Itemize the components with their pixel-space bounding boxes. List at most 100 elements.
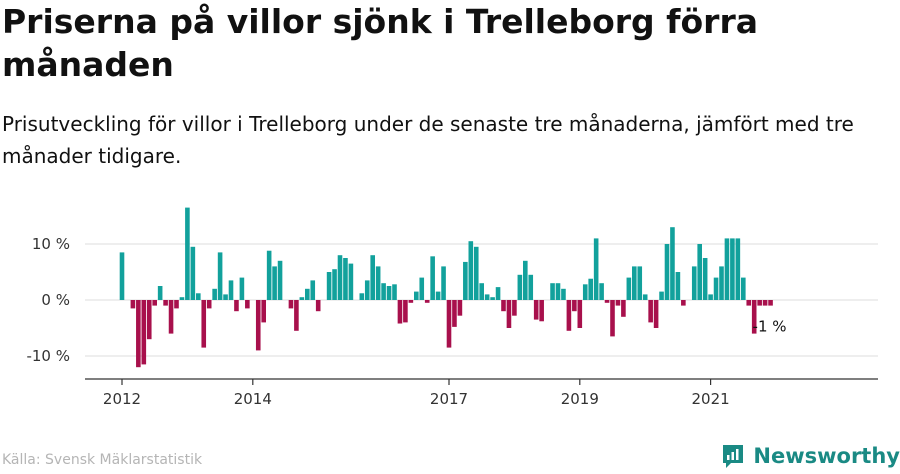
bar: [457, 300, 463, 316]
bar: [751, 300, 757, 334]
bar: [604, 300, 610, 303]
bar: [364, 280, 370, 300]
bar: [577, 300, 583, 328]
bar: [572, 300, 577, 312]
bar: [566, 300, 572, 331]
newsworthy-icon: [723, 445, 744, 468]
bar: [375, 266, 381, 300]
bar: [326, 272, 332, 300]
bar: [659, 291, 664, 300]
chart-subtitle: Prisutveckling för villor i Trelleborg u…: [2, 112, 854, 168]
chart-title: Priserna på villor sjönk i Trelleborg fö…: [2, 2, 759, 84]
bar: [332, 269, 337, 300]
bar: [310, 280, 316, 300]
x-tick-label: 2017: [430, 390, 468, 408]
bar: [533, 300, 539, 320]
bar: [119, 252, 125, 300]
bar: [675, 272, 681, 300]
bar: [179, 297, 185, 300]
bar: [190, 246, 196, 300]
x-tick-label: 2012: [103, 390, 141, 408]
bar: [495, 287, 501, 300]
bar: [610, 300, 615, 337]
newsworthy-logo[interactable]: Newsworthy: [721, 440, 900, 472]
bar: [501, 300, 506, 312]
bar: [408, 300, 414, 303]
bar: [277, 260, 283, 300]
bar: [266, 250, 272, 300]
bar: [261, 300, 266, 323]
bar: [392, 284, 397, 300]
bar: [653, 300, 659, 328]
bar: [746, 300, 752, 306]
bar: [446, 300, 452, 348]
bar: [206, 300, 212, 309]
bar: [223, 294, 228, 300]
y-tick-label: 10 %: [32, 235, 70, 253]
bar: [550, 283, 555, 300]
bar: [588, 278, 593, 300]
bar: [305, 288, 310, 300]
bar: [681, 300, 686, 306]
bar: [419, 277, 425, 300]
bar: [724, 238, 730, 300]
bar: [468, 241, 474, 300]
bar: [599, 283, 604, 300]
bar: [299, 297, 305, 300]
bar: [719, 266, 724, 300]
source-label: Källa: Svensk Mäklarstatistik: [2, 452, 203, 468]
bar: [435, 291, 441, 300]
bar: [163, 300, 168, 306]
bar: [691, 266, 697, 300]
bar: [539, 300, 544, 322]
bar: [626, 277, 632, 300]
bar: [130, 300, 136, 309]
bar: [337, 255, 343, 300]
bar: [762, 300, 768, 306]
bar: [370, 255, 375, 300]
bar: [593, 238, 599, 300]
bar-chart: 10 % 0 % -10 % 2012 2014 2017 2019 2021 -1 %: [26, 207, 878, 408]
bar: [713, 277, 719, 300]
bar: [670, 227, 675, 300]
bar: [174, 300, 179, 309]
bar: [528, 274, 534, 300]
bar: [348, 263, 354, 300]
x-tick-label: 2014: [234, 390, 272, 408]
bar: [615, 300, 621, 306]
bar: [136, 300, 141, 368]
bar: [424, 300, 430, 303]
bar: [212, 288, 217, 300]
last-value-annotation: -1 %: [753, 318, 787, 336]
bar: [386, 286, 392, 300]
bar: [152, 300, 157, 306]
bar: [381, 283, 386, 300]
bar: [146, 300, 152, 340]
bar: [484, 294, 490, 300]
bar: [730, 238, 735, 300]
bar: [523, 260, 528, 300]
bar: [359, 293, 365, 300]
bar: [479, 283, 484, 300]
bar: [735, 238, 741, 300]
bar: [141, 300, 147, 365]
bar: [288, 300, 294, 309]
bar: [555, 283, 561, 300]
bar: [234, 300, 239, 312]
bar: [621, 300, 626, 317]
bar: [255, 300, 261, 351]
bar: [512, 300, 517, 316]
bar: [168, 300, 174, 334]
bar: [506, 300, 512, 328]
brand-name: Newsworthy: [753, 444, 900, 468]
bar: [632, 266, 637, 300]
bar: [414, 291, 419, 300]
bar: [697, 244, 702, 300]
bar: [157, 286, 163, 300]
bar: [490, 297, 495, 300]
bar: [637, 266, 643, 300]
x-tick-label: 2019: [561, 390, 599, 408]
bar: [517, 274, 523, 300]
bar: [201, 300, 207, 348]
bar: [463, 261, 468, 300]
